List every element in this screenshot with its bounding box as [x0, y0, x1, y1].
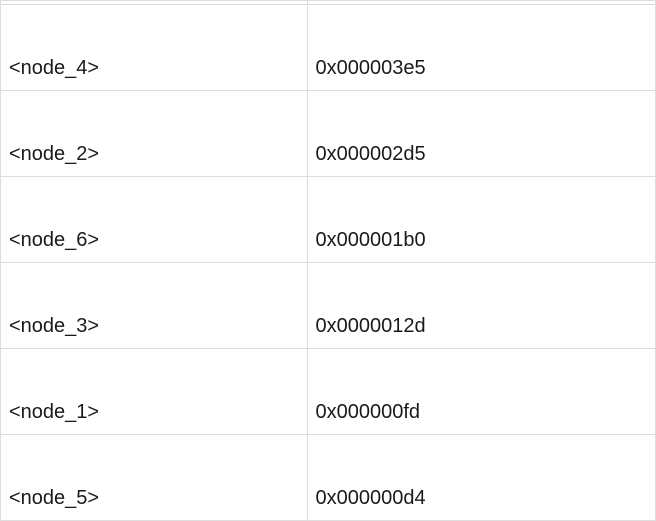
- cell-key: <node_5>: [1, 435, 308, 521]
- table-row: <node_1> 0x000000fd: [1, 349, 656, 435]
- cell-value: 0x000001b0: [307, 177, 655, 263]
- cell-key: <node_3>: [1, 263, 308, 349]
- table-row: <node_3> 0x0000012d: [1, 263, 656, 349]
- cell-value: 0x000002d5: [307, 91, 655, 177]
- table-row: <node_6> 0x000001b0: [1, 177, 656, 263]
- table-row: <node_5> 0x000000d4: [1, 435, 656, 521]
- cell-key: <node_6>: [1, 177, 308, 263]
- table-row: <node_4> 0x000003e5: [1, 5, 656, 91]
- cell-key: <node_2>: [1, 91, 308, 177]
- cell-value: 0x000000d4: [307, 435, 655, 521]
- cell-key: <node_1>: [1, 349, 308, 435]
- cell-value: 0x000003e5: [307, 5, 655, 91]
- cell-value: 0x0000012d: [307, 263, 655, 349]
- cell-value: 0x000000fd: [307, 349, 655, 435]
- table-body: <node_4> 0x000003e5 <node_2> 0x000002d5 …: [1, 1, 656, 521]
- data-table: <node_4> 0x000003e5 <node_2> 0x000002d5 …: [0, 0, 656, 521]
- table-row: <node_2> 0x000002d5: [1, 91, 656, 177]
- cell-key: <node_4>: [1, 5, 308, 91]
